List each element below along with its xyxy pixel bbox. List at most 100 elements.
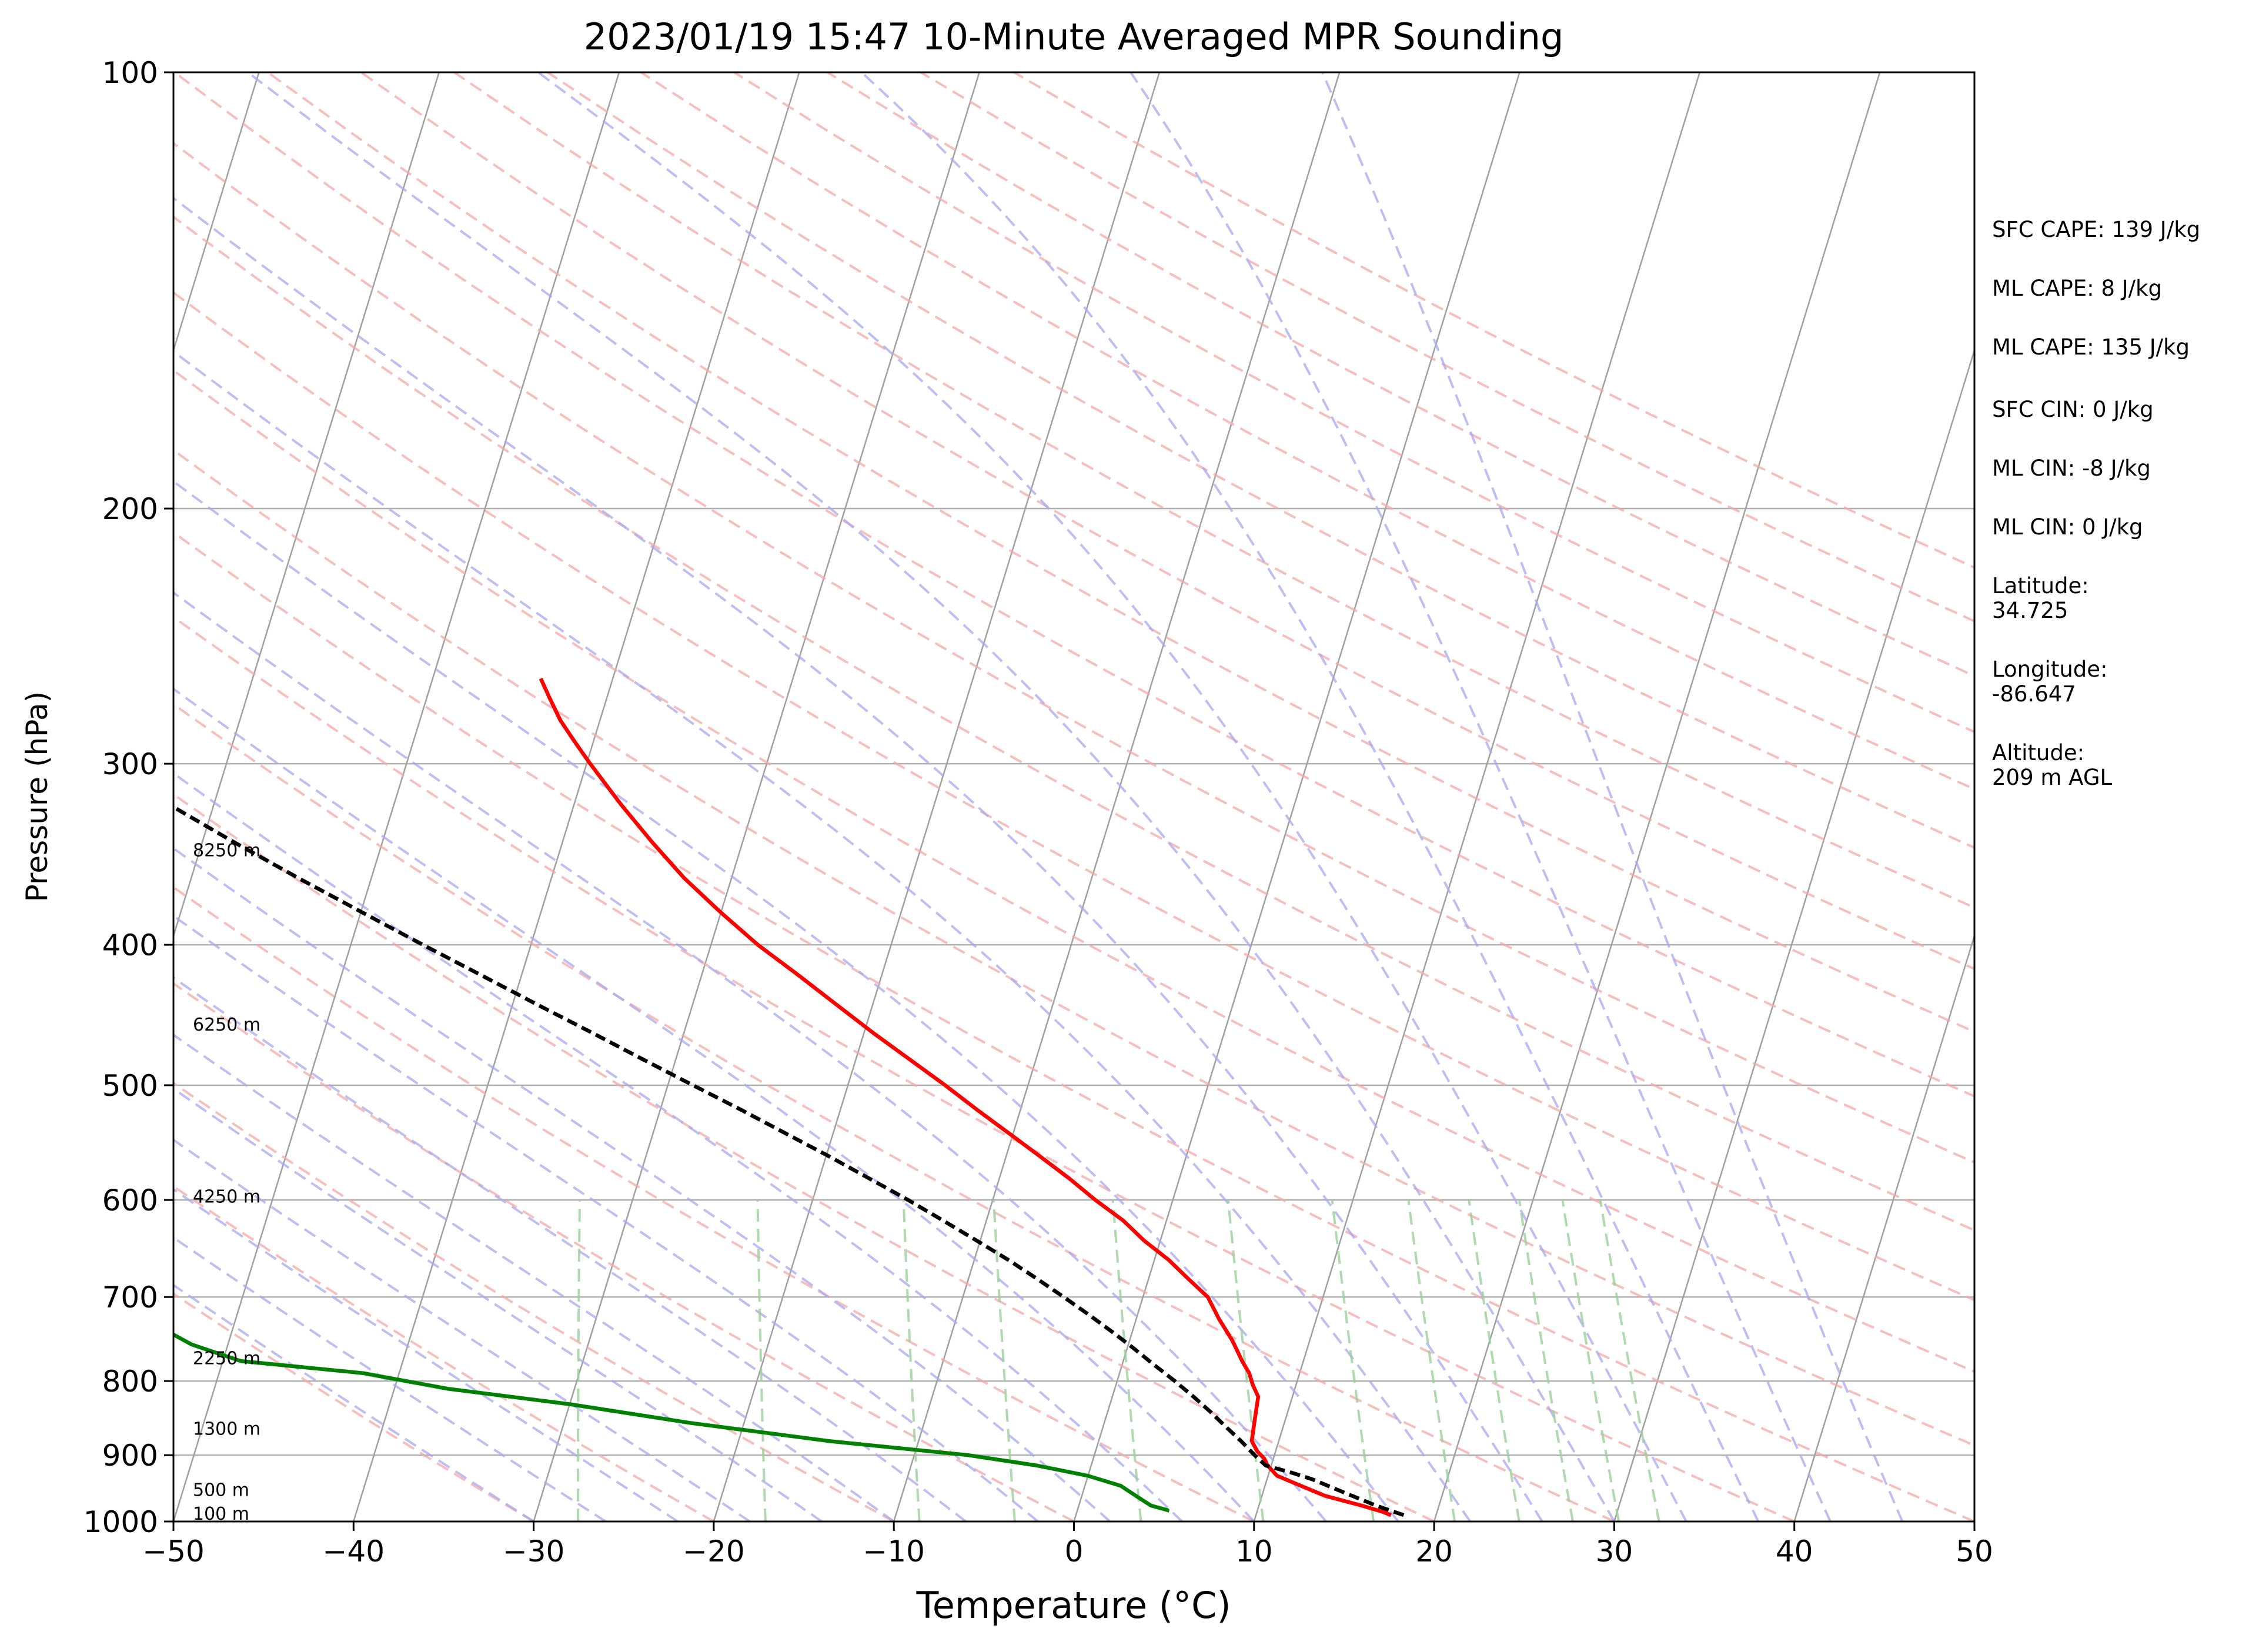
y-tick-label: 500 [102, 1069, 158, 1103]
mixing-ratio-line [1561, 1199, 1620, 1521]
dry-adiabat-line [173, 703, 1615, 1521]
series-lines [173, 677, 1405, 1517]
dry-adiabat-line [173, 1081, 895, 1521]
moist-adiabat-line [173, 196, 1543, 1521]
dry-adiabat-line [173, 792, 1435, 1521]
dry-adiabat-line [640, 72, 1974, 791]
moist-adiabat-line [1130, 72, 1832, 1521]
dry-adiabat-line [173, 291, 1974, 1302]
dry-adiabat-line [173, 1185, 714, 1521]
mixing-ratio-line [902, 1200, 921, 1521]
y-axis-label: Pressure (hPa) [20, 691, 54, 902]
stat-longitude-label: Longitude: [1992, 657, 2108, 682]
height-label: 2250 m [193, 1348, 260, 1369]
x-tick-label: 0 [1065, 1534, 1084, 1569]
dry-adiabat-line [173, 369, 1974, 1373]
isotherm-line [173, 72, 440, 939]
mixing-ratio-line [1468, 1199, 1521, 1521]
stat-sfc-cape: SFC CAPE: 139 J/kg [1992, 217, 2201, 242]
mixing-ratio-line [1111, 1199, 1142, 1521]
mixing-ratio-line [1407, 1199, 1456, 1521]
isotherm-line [1073, 72, 1521, 1521]
stat-ml-cin-2: ML CIN: 0 J/kg [1992, 514, 2143, 540]
isotherm-line [173, 72, 620, 1521]
y-tick-label: 800 [102, 1365, 158, 1399]
moist-adiabat-line [173, 914, 1039, 1521]
x-tick-label: −50 [142, 1534, 205, 1569]
x-tick-label: 10 [1235, 1534, 1273, 1569]
moist-adiabat-line [173, 350, 1472, 1521]
isotherm-line [1253, 72, 1700, 1521]
mixing-ratio-line [756, 1200, 767, 1521]
x-tick-label: 50 [1956, 1534, 1993, 1569]
height-label: 8250 m [193, 841, 260, 861]
y-tick-label: 600 [102, 1183, 158, 1218]
mixing-ratio-line [577, 1200, 582, 1521]
dry-adiabat-line [173, 142, 1974, 1164]
x-tick-label: −10 [863, 1534, 925, 1569]
y-tick-label: 400 [102, 928, 158, 962]
isotherm-line [1433, 72, 1881, 1521]
y-tick-label: 700 [102, 1280, 158, 1315]
dewpoint-profile-line [173, 1332, 1169, 1513]
stat-latitude-label: Latitude: [1992, 573, 2089, 598]
sounding-stats-panel: SFC CAPE: 139 J/kg ML CAPE: 8 J/kg ML CA… [1992, 218, 2251, 790]
stat-ml-cape-2: ML CAPE: 135 J/kg [1992, 335, 2190, 360]
stat-ml-cape: ML CAPE: 8 J/kg [1992, 276, 2162, 301]
stat-ml-cin: ML CIN: -8 J/kg [1992, 456, 2151, 481]
moist-adiabat-line [537, 72, 1687, 1521]
dry-adiabat-line [267, 72, 1974, 1034]
moist-adiabat-line [173, 1283, 534, 1521]
y-tick-label: 200 [102, 492, 158, 526]
mixing-ratio-line [1518, 1199, 1574, 1521]
dry-adiabat-line [173, 215, 1974, 1232]
moist-adiabat-line [173, 480, 1399, 1521]
isotherm-line [1613, 347, 1974, 1521]
dry-adiabat-line [173, 885, 1255, 1521]
isotherm-line [353, 72, 800, 1521]
dry-adiabat-line [173, 531, 1974, 1521]
y-tick-label: 300 [102, 747, 158, 781]
stat-altitude-label: Altitude: [1992, 740, 2085, 765]
y-tick-label: 900 [102, 1439, 158, 1473]
dry-adiabat-line [173, 616, 1795, 1521]
dry-adiabat-line [173, 449, 1974, 1447]
mixing-ratio-line [1331, 1199, 1375, 1521]
x-tick-label: −30 [503, 1534, 565, 1569]
x-axis-label: Temperature (°C) [915, 1584, 1231, 1627]
moist-adiabat-line [173, 687, 1255, 1521]
dry-adiabat-line [547, 72, 1974, 850]
isotherm-line [713, 72, 1161, 1521]
mixing-ratio-line [1599, 1199, 1660, 1521]
dry-adiabat-line [360, 72, 1974, 971]
moist-adiabat-line [173, 1236, 607, 1521]
background-grid [173, 72, 1974, 1521]
moist-adiabat-line [1321, 72, 1904, 1521]
moist-adiabat-line [173, 1138, 751, 1521]
moist-adiabat-line [173, 976, 967, 1521]
mixing-ratio-line [993, 1199, 1016, 1521]
moist-adiabat-line [173, 591, 1327, 1521]
height-label: 6250 m [193, 1015, 260, 1035]
isotherm-line [893, 72, 1341, 1521]
mixing-ratio-line [1227, 1199, 1265, 1521]
x-tick-label: 20 [1415, 1534, 1453, 1569]
x-tick-label: 40 [1776, 1534, 1813, 1569]
parcel-path-line [173, 804, 1405, 1517]
stat-longitude-value: -86.647 [1992, 681, 2076, 707]
isotherm-line [173, 72, 260, 353]
height-label: 500 m [193, 1480, 249, 1500]
height-label: 4250 m [193, 1187, 260, 1208]
y-tick-label: 100 [102, 56, 158, 90]
temperature-profile-line [539, 677, 1392, 1517]
stat-altitude-value: 209 m AGL [1992, 765, 2113, 790]
x-tick-label: −40 [323, 1534, 385, 1569]
isotherm-line [533, 72, 980, 1521]
stat-sfc-cin: SFC CIN: 0 J/kg [1992, 397, 2154, 422]
y-tick-label: 1000 [83, 1505, 158, 1539]
moist-adiabat-line [173, 1188, 679, 1521]
chart-title: 2023/01/19 15:47 10-Minute Averaged MPR … [584, 15, 1564, 58]
moist-adiabat-line [173, 847, 1111, 1521]
